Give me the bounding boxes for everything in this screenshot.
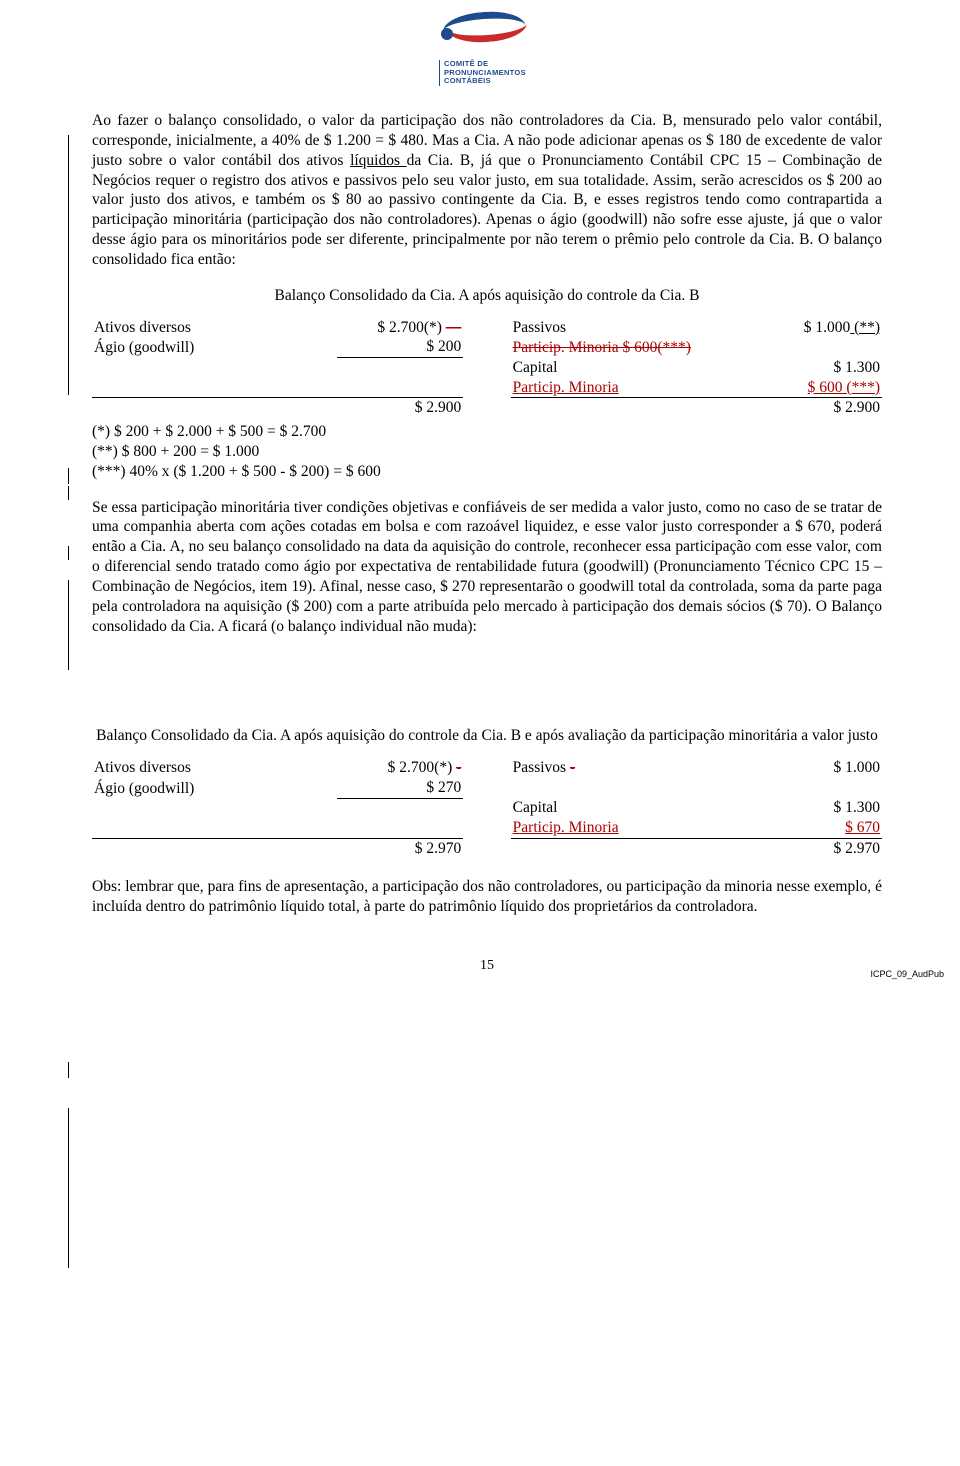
cell-value: $ 1.300: [732, 358, 882, 378]
cell-value: $ 270: [337, 778, 463, 798]
footnote: (***) 40% x ($ 1.200 + $ 500 - $ 200) = …: [92, 462, 882, 482]
cell-label: Passivos: [511, 318, 732, 338]
change-bar: [68, 1108, 69, 1268]
change-bar: [68, 468, 69, 484]
logo: COMITÊ DE PRONUNCIAMENTOS CONTÁBEIS: [92, 12, 882, 89]
table-footnotes: (*) $ 200 + $ 2.000 + $ 500 = $ 2.700 (*…: [92, 422, 882, 481]
cell-value: $ 670: [732, 818, 882, 838]
cell-inserted-value: $ 600 (***): [732, 378, 882, 398]
footnote: (**) $ 800 + 200 = $ 1.000: [92, 442, 882, 462]
cell-total: $ 2.900: [337, 398, 463, 418]
cell-value: $ 200: [337, 337, 463, 357]
body-paragraph: Obs: lembrar que, para fins de apresenta…: [92, 877, 882, 917]
change-bar: [68, 1062, 69, 1078]
cell-label: Ativos diversos: [92, 758, 337, 778]
cell-label: Ágio (goodwill): [92, 337, 337, 357]
logo-line: CONTÁBEIS: [444, 77, 535, 86]
cell-label: Passivos -: [511, 758, 732, 778]
logo-swoosh-icon: [439, 12, 535, 56]
cell-label: Ágio (goodwill): [92, 778, 337, 798]
inserted-text: líquidos: [350, 152, 407, 169]
cell-value: $ 1.300: [732, 798, 882, 818]
page-number: 15: [92, 957, 882, 975]
page-footer: ICPC_09_AudPub 15: [92, 957, 882, 975]
change-bar: [68, 546, 69, 560]
table-title: Balanço Consolidado da Cia. A após aquis…: [92, 726, 882, 746]
cell-total: $ 2.900: [732, 398, 882, 418]
balance-table-1: Ativos diversos $ 2.700(*) — Passivos $ …: [92, 318, 882, 419]
change-bar: [68, 486, 69, 500]
table-title: Balanço Consolidado da Cia. A após aquis…: [92, 286, 882, 306]
cell-total: $ 2.970: [337, 839, 463, 859]
change-bar: [68, 135, 69, 395]
footnote: (*) $ 200 + $ 2.000 + $ 500 = $ 2.700: [92, 422, 882, 442]
cell-total: $ 2.970: [732, 839, 882, 859]
balance-table-2: Ativos diversos $ 2.700(*) - Passivos - …: [92, 758, 882, 859]
cell-inserted: Particip. Minoria: [511, 378, 732, 398]
cell-struck: Particip. Minoria $ 600(***): [511, 337, 882, 357]
cell-label: Capital: [511, 798, 732, 818]
document-id: ICPC_09_AudPub: [870, 969, 944, 981]
cell-value: $ 2.700(*) -: [337, 758, 463, 778]
cell-value: $ 2.700(*) —: [337, 318, 463, 338]
cell-label: Capital: [511, 358, 732, 378]
text-run: da Cia. B, já que o Pronunciamento Contá…: [92, 152, 882, 268]
cell-label: Particip. Minoria: [511, 818, 732, 838]
cell-value: $ 1.000: [732, 758, 882, 778]
body-paragraph: Ao fazer o balanço consolidado, o valor …: [92, 111, 882, 270]
change-bar: [68, 580, 69, 670]
logo-text: COMITÊ DE PRONUNCIAMENTOS CONTÁBEIS: [439, 60, 535, 86]
cell-label: Ativos diversos: [92, 318, 337, 338]
body-paragraph: Se essa participação minoritária tiver c…: [92, 498, 882, 637]
cell-value: $ 1.000 (**): [732, 318, 882, 338]
